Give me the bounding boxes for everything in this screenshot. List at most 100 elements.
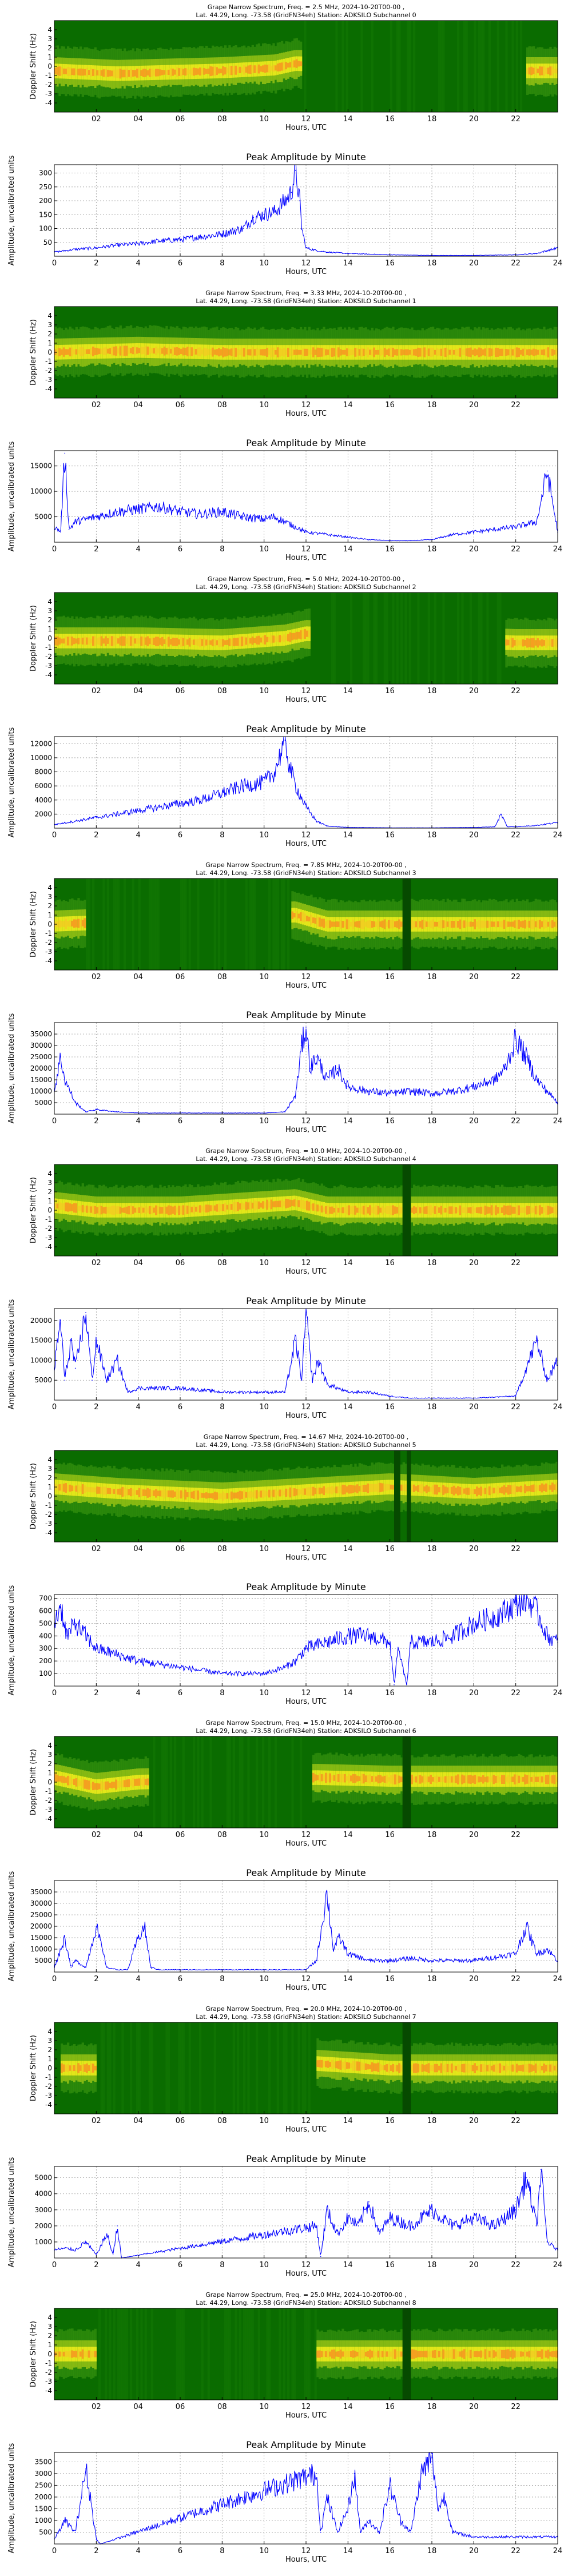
spectrum-trace xyxy=(138,69,141,78)
spectrum-trace xyxy=(306,631,308,637)
spectrum-trace xyxy=(105,69,107,78)
spectrum-trace xyxy=(157,69,160,76)
spectrum-trace xyxy=(121,1487,124,1497)
spectrum-trace xyxy=(71,637,73,646)
spectrum-trace xyxy=(69,348,72,356)
spectrum-trace xyxy=(426,349,428,355)
spectrogram-x-tick-label: 06 xyxy=(176,687,185,695)
spectrum-trace xyxy=(120,346,122,355)
spectrogram-x-tick-label: 10 xyxy=(259,401,269,410)
spectrum-trace xyxy=(203,1493,205,1498)
spectrum-noise xyxy=(474,21,476,112)
spectrum-trace xyxy=(530,1207,533,1214)
amplitude-data-point xyxy=(295,785,296,786)
spectrum-trace xyxy=(153,348,155,354)
spectrum-trace xyxy=(186,1492,189,1497)
amplitude-data-point xyxy=(75,522,76,523)
spectrum-trace xyxy=(297,1489,300,1496)
spectrogram-x-tick-label: 02 xyxy=(92,1259,101,1267)
spectrum-trace xyxy=(182,1205,185,1215)
spectrum-trace xyxy=(373,1207,375,1214)
spectrum-trace xyxy=(482,921,484,928)
spectrum-trace xyxy=(140,70,142,75)
spectrum-trace xyxy=(491,348,493,356)
spectrum-trace xyxy=(463,1207,466,1213)
amplitude-data-point xyxy=(96,817,97,818)
spectrum-trace xyxy=(76,69,78,75)
spectrum-trace xyxy=(327,1487,329,1494)
spectrum-trace xyxy=(197,1490,199,1500)
amplitude-x-tick-label: 4 xyxy=(136,831,141,840)
spectrum-trace xyxy=(96,1207,98,1213)
spectrum-trace xyxy=(258,1202,260,1209)
spectrum-trace xyxy=(432,348,434,356)
spectrum-noise xyxy=(331,593,333,684)
amplitude-data-point xyxy=(327,1384,328,1385)
amplitude-data-point xyxy=(452,534,454,535)
spectrum-noise xyxy=(384,593,386,684)
spectrum-trace xyxy=(258,1492,260,1497)
spectrogram-y-tick-label: -4 xyxy=(45,671,52,679)
spectrum-trace xyxy=(239,637,241,647)
spectrum-trace xyxy=(275,1201,277,1207)
amplitude-x-label: Hours, UTC xyxy=(285,840,327,848)
spectrum-trace xyxy=(312,1487,315,1496)
spectrogram-y-tick-label: 0 xyxy=(47,62,52,70)
spectrum-trace xyxy=(491,921,493,927)
spectrum-trace xyxy=(442,1207,444,1213)
spectrum-trace xyxy=(283,348,285,356)
spectrum-trace xyxy=(415,1207,418,1213)
spectrum-trace xyxy=(430,348,432,357)
spectrum-trace xyxy=(157,348,160,353)
spectrum-trace xyxy=(344,350,346,355)
spectrum-trace xyxy=(105,347,107,355)
spectrum-trace xyxy=(256,1201,258,1209)
spectrum-trace xyxy=(88,637,90,645)
spectrum-noise xyxy=(333,593,336,684)
spectrum-trace xyxy=(82,347,84,356)
spectrum-trace xyxy=(168,637,170,646)
spectrum-noise xyxy=(138,878,141,970)
spectrum-trace xyxy=(293,60,296,67)
spectrum-trace xyxy=(268,637,271,642)
spectrum-trace xyxy=(384,348,386,357)
spectrum-trace xyxy=(253,1200,256,1211)
spectrum-trace xyxy=(518,920,520,929)
spectrogram-x-tick-label: 16 xyxy=(385,687,395,695)
spectrum-trace xyxy=(195,1207,197,1212)
spectrum-trace xyxy=(545,348,547,356)
amplitude-data-point xyxy=(60,531,61,532)
spectrum-trace xyxy=(92,1487,94,1492)
spectrum-trace xyxy=(436,922,438,927)
amplitude-data-point xyxy=(312,1380,313,1381)
amplitude-data-point xyxy=(547,251,548,252)
spectrum-trace xyxy=(216,67,218,75)
spectrogram-y-tick-label: -4 xyxy=(45,99,52,107)
spectrogram-x-tick-label: 16 xyxy=(385,401,395,410)
spectrogram-y-tick-label: 4 xyxy=(47,884,52,892)
spectrum-trace xyxy=(220,1204,223,1211)
spectrum-trace xyxy=(65,1483,67,1493)
spectrum-trace xyxy=(235,348,237,357)
spectrum-trace xyxy=(516,1206,518,1215)
spectrum-trace xyxy=(363,919,365,929)
spectrum-trace xyxy=(199,638,201,647)
spectrum-trace xyxy=(159,347,161,355)
spectrum-trace xyxy=(134,1490,136,1494)
spectrum-trace xyxy=(407,349,409,356)
spectrum-trace xyxy=(486,921,488,928)
amplitude-x-tick-label: 20 xyxy=(469,831,479,840)
spectrum-noise xyxy=(516,21,518,112)
spectrum-trace xyxy=(463,920,466,928)
spectrum-noise xyxy=(434,593,436,684)
spectrum-trace xyxy=(101,636,103,646)
spectrum-trace xyxy=(423,1207,426,1214)
spectrum-trace xyxy=(533,67,535,74)
spectrum-trace xyxy=(76,1485,78,1492)
amplitude-x-tick-label: 24 xyxy=(553,259,563,268)
spectrum-trace xyxy=(417,348,419,357)
spectrum-trace xyxy=(58,1484,61,1490)
spectrum-trace xyxy=(222,639,224,646)
spectrum-noise xyxy=(409,593,411,684)
spectrum-noise xyxy=(304,21,306,112)
